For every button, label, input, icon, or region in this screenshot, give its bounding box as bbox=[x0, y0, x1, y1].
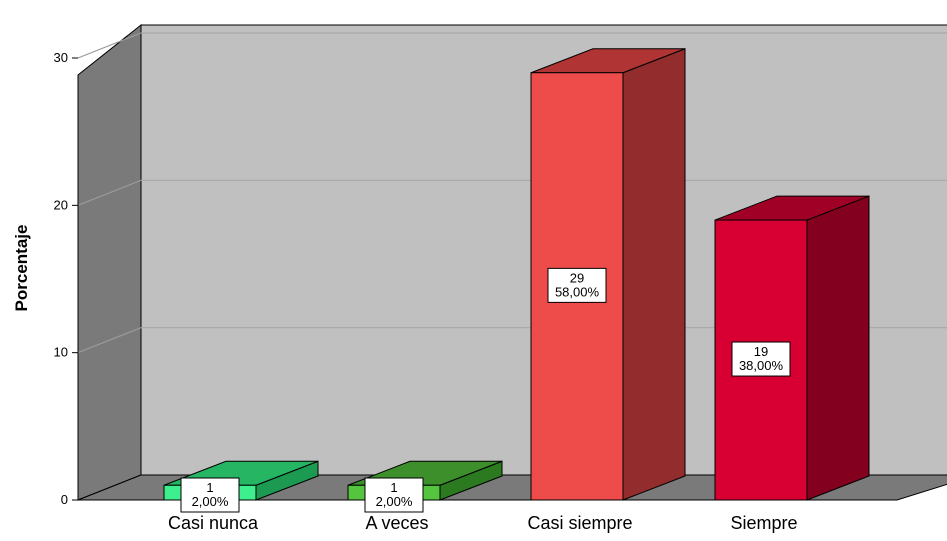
gridline-side bbox=[77, 179, 142, 206]
data-label-percent: 2,00% bbox=[192, 494, 229, 509]
data-label-percent: 38,00% bbox=[739, 358, 784, 373]
data-label-count: 29 bbox=[570, 270, 584, 285]
gridline-side bbox=[77, 32, 142, 59]
bar-side bbox=[806, 195, 870, 501]
data-label-box bbox=[547, 267, 607, 303]
y-tick-label: 20 bbox=[54, 197, 68, 212]
data-label-percent: 2,00% bbox=[376, 494, 413, 509]
gridline-side bbox=[77, 327, 142, 354]
y-tick-label: 10 bbox=[54, 345, 68, 360]
data-label-box bbox=[731, 341, 791, 377]
x-tick-label: Casi nunca bbox=[168, 513, 259, 533]
data-label-count: 1 bbox=[390, 480, 397, 495]
bar-side bbox=[622, 48, 686, 501]
y-tick-label: 0 bbox=[61, 492, 68, 507]
x-tick-label: A veces bbox=[365, 513, 428, 533]
x-tick-label: Siempre bbox=[730, 513, 797, 533]
x-tick-label: Casi siempre bbox=[527, 513, 632, 533]
data-label-percent: 58,00% bbox=[555, 284, 600, 299]
y-tick-label: 30 bbox=[54, 50, 68, 65]
data-label-box bbox=[364, 477, 424, 513]
data-label-count: 19 bbox=[754, 344, 768, 359]
side-wall bbox=[77, 23, 142, 501]
y-axis-label: Porcentaje bbox=[12, 225, 31, 312]
data-label-count: 1 bbox=[206, 480, 213, 495]
data-label-box bbox=[180, 477, 240, 513]
